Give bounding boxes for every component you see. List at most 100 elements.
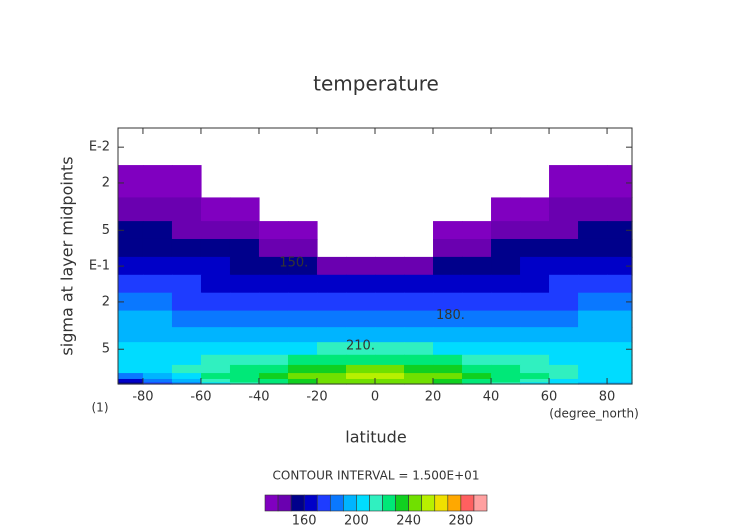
contour-cell — [491, 238, 521, 258]
contour-cell — [491, 342, 521, 356]
contour-cell — [520, 373, 550, 380]
colorbar-swatch — [369, 494, 383, 512]
contour-cell — [375, 382, 405, 385]
contour-cell — [258, 354, 289, 366]
contour-cell — [200, 364, 231, 374]
contour-cell — [258, 373, 289, 380]
contour-cell — [142, 354, 173, 366]
contour-cell — [258, 342, 289, 356]
contour-cell — [433, 256, 463, 276]
contour-cell — [287, 238, 318, 258]
contour-cell — [287, 221, 318, 240]
x-axis-label: latitude — [345, 428, 406, 447]
contour-cell — [607, 165, 633, 199]
contour-cell — [433, 221, 463, 240]
contour-cell — [520, 364, 550, 374]
contour-cell — [316, 364, 347, 374]
x-tick-label: 40 — [483, 390, 500, 405]
colorbar-swatch — [408, 494, 423, 512]
x-tick-label: -60 — [190, 390, 211, 405]
contour-cell — [607, 354, 633, 366]
contour-cell — [578, 364, 608, 374]
contour-cell — [520, 197, 550, 222]
colorbar-tick-label: 160 — [292, 514, 317, 529]
colorbar-swatch — [316, 494, 331, 512]
contour-cell — [549, 354, 579, 366]
contour-cell — [578, 238, 608, 258]
contour-cell — [171, 310, 202, 328]
contour-cell — [549, 327, 579, 343]
contour-cell — [258, 378, 289, 383]
contour-cell — [258, 256, 289, 276]
contour-cell — [549, 382, 579, 385]
contour-cell — [200, 354, 231, 366]
contour-cell — [462, 238, 492, 258]
contour-cell — [462, 373, 492, 380]
contour-cell — [258, 382, 289, 385]
contour-cell — [433, 274, 463, 294]
colorbar-swatch — [329, 494, 344, 512]
contour-cell — [171, 256, 202, 276]
contour-cell — [404, 274, 434, 294]
y-tick-label: 5 — [102, 342, 110, 357]
contour-cell — [607, 238, 633, 258]
contour-cell — [118, 382, 144, 385]
chart-title: temperature — [313, 72, 439, 96]
contour-cell — [607, 342, 633, 356]
contour-cell — [607, 274, 633, 294]
contour-cell — [404, 382, 434, 385]
y-tick-label: 2 — [102, 294, 110, 309]
contour-cell — [491, 373, 521, 380]
contour-label: 210. — [346, 339, 375, 354]
contour-label: 150. — [279, 255, 308, 270]
contour-cell — [520, 238, 550, 258]
contour-cell — [345, 354, 376, 366]
contour-cell — [433, 373, 463, 380]
contour-cell — [549, 342, 579, 356]
contour-cell — [171, 364, 202, 374]
contour-cell — [375, 310, 405, 328]
contour-cell — [578, 197, 608, 222]
colorbar-swatch — [460, 494, 475, 512]
colorbar-swatch — [356, 494, 370, 512]
contour-cell — [316, 256, 347, 276]
contour-cell — [491, 197, 521, 222]
contour-cell — [607, 364, 633, 374]
contour-cell — [287, 364, 318, 374]
contour-cell — [171, 382, 202, 385]
contour-cell — [549, 238, 579, 258]
contour-cell — [607, 292, 633, 312]
contour-cell — [520, 256, 550, 276]
contour-cell — [462, 378, 492, 383]
contour-cell — [404, 327, 434, 343]
contour-cell — [404, 373, 434, 380]
x-tick-label: 60 — [541, 390, 558, 405]
contour-cell — [578, 292, 608, 312]
contour-cell — [433, 378, 463, 383]
contour-cell — [258, 327, 289, 343]
colorbar-swatch — [382, 494, 396, 512]
contour-cell — [607, 221, 633, 240]
x-tick-label: -80 — [132, 390, 153, 405]
y-units: (1) — [92, 401, 109, 415]
contour-cell — [549, 364, 579, 374]
contour-cell — [549, 292, 579, 312]
colorbar-swatch — [303, 494, 318, 512]
contour-cell — [578, 165, 608, 199]
contour-cell — [258, 292, 289, 312]
contour-cell — [375, 354, 405, 366]
contour-cell — [549, 197, 579, 222]
contour-cell — [229, 310, 260, 328]
contour-cell — [171, 165, 202, 199]
contour-cell — [433, 364, 463, 374]
contour-cell — [607, 327, 633, 343]
contour-cell — [287, 256, 318, 276]
contour-cell — [171, 197, 202, 222]
contour-cell — [171, 274, 202, 294]
contour-cell — [316, 292, 347, 312]
contour-cell — [118, 373, 144, 380]
contour-cell — [404, 364, 434, 374]
contour-cell — [142, 221, 173, 240]
contour-cell — [229, 364, 260, 374]
contour-cell — [287, 310, 318, 328]
